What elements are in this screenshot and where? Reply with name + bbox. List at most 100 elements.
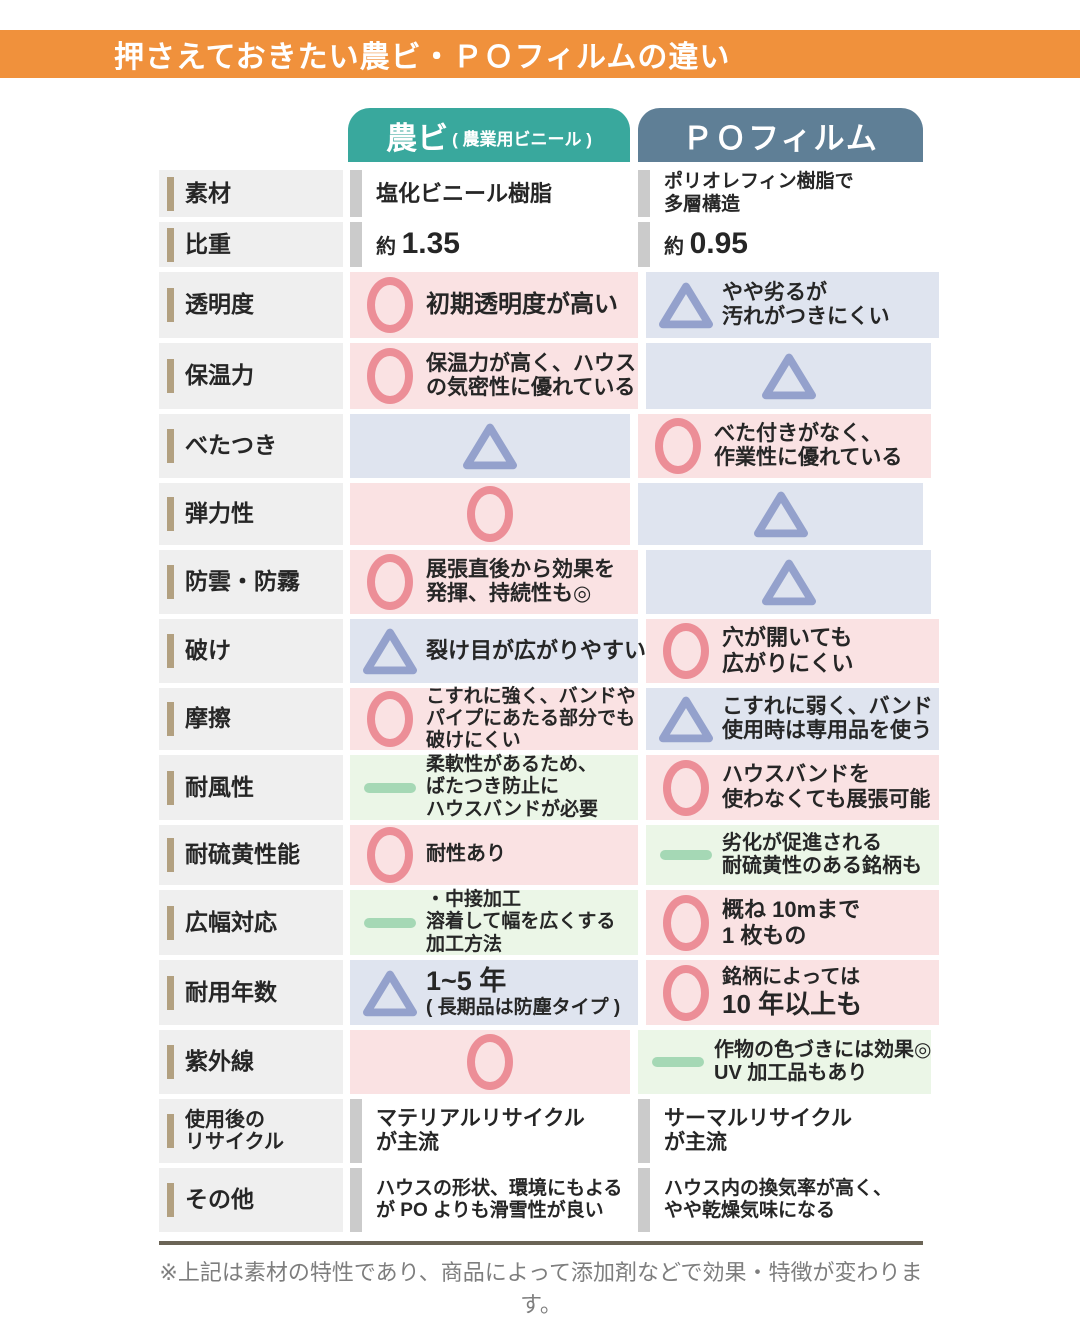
- po-cell: 穴が開いても 広がりにくい: [646, 619, 939, 683]
- dash-icon: [358, 917, 422, 928]
- cell-text-line: ハウスバンドを: [722, 763, 871, 787]
- cell-text-line: こすれに弱く、バンド: [722, 694, 933, 718]
- po-cell: ポリオレフィン樹脂で 多層構造: [638, 170, 923, 217]
- cell-text: 展張直後から効果を 発揮、持続性も◎: [426, 558, 615, 607]
- po-cell: やや劣るが 汚れがつきにくい: [646, 272, 939, 338]
- cell-text: ハウスの形状、環境にもよるが PO よりも滑雪性が良い: [376, 1178, 622, 1222]
- cell-text-line: 破けにくい: [426, 730, 521, 752]
- circle-icon: [358, 827, 422, 883]
- cell-text-line: が主流: [376, 1131, 439, 1154]
- table-row: 比重約 1.35 約 0.95: [159, 222, 923, 267]
- triangle-icon: [654, 281, 718, 329]
- po-cell: [646, 550, 931, 614]
- label-accent-bar: [167, 227, 174, 262]
- po-cell: 約 0.95: [638, 222, 923, 267]
- cell-text-line: ( 長期品は防塵タイプ ): [426, 997, 621, 1019]
- cell-text-line: 加工方法: [426, 933, 503, 955]
- circle-icon: [467, 1034, 513, 1090]
- cell-text-line: 作業性に優れている: [714, 446, 903, 469]
- label-accent-bar: [167, 359, 174, 393]
- row-label: 摩擦: [185, 705, 231, 732]
- label-accent-bar: [167, 1045, 174, 1079]
- circle-icon: [358, 554, 422, 610]
- cell-text: 約 1.35: [376, 227, 460, 262]
- cell-text: 柔軟性があるため、 ばたつき防止に ハウスバンドが必要: [426, 754, 598, 820]
- row-label: 広幅対応: [185, 908, 277, 935]
- row-label: 透明度: [185, 291, 254, 318]
- label-accent-bar: [167, 497, 174, 531]
- cell-text: マテリアルリサイクル が主流: [376, 1107, 585, 1156]
- cell-text-line: こすれに強く、バンドや: [426, 685, 636, 707]
- cell-divider-bar: [638, 1099, 650, 1163]
- cell-text-line: 展張直後から効果を: [426, 557, 615, 581]
- cell-text-line: ・中接加工: [426, 889, 522, 911]
- cell-text-line: 耐性あり: [426, 843, 506, 866]
- cell-text: 約 0.95: [664, 227, 748, 262]
- cell-divider-bar: [350, 222, 362, 267]
- noubi-cell: ハウスの形状、環境にもよるが PO よりも滑雪性が良い: [350, 1168, 630, 1232]
- table-row: 素材 塩化ビニール樹脂 ポリオレフィン樹脂で 多層構造: [159, 170, 923, 217]
- table-row: その他 ハウスの形状、環境にもよるが PO よりも滑雪性が良い ハウス内の換気率が高…: [159, 1168, 923, 1232]
- cell-text-part: 約: [376, 236, 402, 259]
- cell-text: ・中接加工 溶着して幅を広くする 加工方法: [426, 889, 615, 955]
- label-accent-bar: [167, 565, 174, 599]
- po-cell: 概ね 10mまで 1 枚もの: [646, 890, 939, 955]
- noubi-cell: 保温力が高く、ハウス の気密性に優れている: [350, 343, 638, 409]
- label-accent-bar: [167, 905, 174, 940]
- po-cell: 銘柄によっては 10 年以上も: [646, 960, 939, 1025]
- row-label-cell: 耐用年数: [159, 960, 343, 1025]
- po-header-label: ＰＯフィルム: [682, 120, 879, 156]
- cell-text-line: 初期透明度が高い: [426, 291, 618, 319]
- noubi-header-sublabel: ( 農業用ビニール ): [452, 129, 592, 149]
- triangle-icon: [463, 422, 517, 470]
- triangle-icon: [761, 352, 816, 400]
- row-label: その他: [185, 1186, 254, 1213]
- triangle-icon: [753, 490, 808, 538]
- row-label: 使用後の リサイクル: [185, 1108, 284, 1153]
- noubi-cell: [350, 414, 630, 478]
- triangle-icon: [761, 558, 816, 606]
- cell-text: 裂け目が広がりやすい: [426, 638, 646, 664]
- cell-text-line: 耐硫黄性のある銘柄も: [722, 855, 922, 877]
- label-accent-bar: [167, 702, 174, 736]
- triangle-icon: [654, 695, 718, 743]
- cell-text-line: やや劣るが: [722, 280, 827, 304]
- label-accent-bar: [167, 288, 174, 322]
- cell-text-line: 穴が開いても: [722, 625, 853, 651]
- noubi-cell: 塩化ビニール樹脂: [350, 170, 630, 217]
- triangle-icon: [358, 627, 422, 675]
- cell-text-line: 1 枚もの: [722, 922, 807, 948]
- row-label-cell: 比重: [159, 222, 343, 267]
- noubi-cell: 1~5 年( 長期品は防塵タイプ ): [350, 960, 638, 1025]
- noubi-cell: 約 1.35: [350, 222, 630, 267]
- row-label-cell: 保温力: [159, 343, 343, 409]
- cell-text: 耐性あり: [426, 843, 506, 866]
- table-row: 耐硫黄性能 耐性あり 劣化が促進される 耐硫黄性のある銘柄も: [159, 825, 939, 885]
- label-accent-bar: [167, 634, 174, 668]
- noubi-cell: 柔軟性があるため、 ばたつき防止に ハウスバンドが必要: [350, 754, 638, 820]
- cell-divider-bar: [350, 1099, 362, 1163]
- cell-text-line: 使用時は専用品を使う: [722, 719, 932, 742]
- cell-text-line: 10 年以上も: [722, 989, 863, 1020]
- dash-icon: [654, 850, 718, 860]
- table-row: 防雲・防霧 展張直後から効果を 発揮、持続性も◎: [159, 550, 931, 614]
- circle-icon: [654, 623, 718, 679]
- cell-text-line: 使わなくても展張可能: [722, 787, 931, 811]
- row-label-cell: べたつき: [159, 414, 343, 478]
- cell-text-line: やや乾燥気味になる: [664, 1200, 836, 1221]
- cell-text-line: 劣化が促進される: [722, 831, 882, 854]
- row-label-cell: 耐風性: [159, 755, 343, 820]
- column-header-noubi: 農ビ ( 農業用ビニール ): [348, 108, 630, 162]
- cell-text-line: べた付きがなく、: [714, 421, 882, 445]
- table-row: 透明度 初期透明度が高い やや劣るが 汚れがつきにくい: [159, 272, 939, 338]
- cell-text-line: 柔軟性があるため、: [426, 754, 598, 776]
- table-row: 摩擦 こすれに強く、バンドや パイプにあたる部分でも 破けにくい こすれに弱く、バンド使…: [159, 685, 939, 752]
- cell-text: ハウス内の換気率が高く、 やや乾燥気味になる: [664, 1178, 892, 1222]
- circle-icon: [654, 894, 718, 951]
- cell-divider-bar: [350, 1168, 362, 1232]
- noubi-cell: 初期透明度が高い: [350, 272, 638, 338]
- po-cell: ハウスバンドを 使わなくても展張可能: [646, 755, 939, 820]
- cell-text-line: 銘柄によっては: [722, 965, 860, 988]
- cell-text-line: サーマルリサイクル: [664, 1106, 852, 1130]
- cell-text-line: 作物の色づきには効果◎: [714, 1038, 932, 1061]
